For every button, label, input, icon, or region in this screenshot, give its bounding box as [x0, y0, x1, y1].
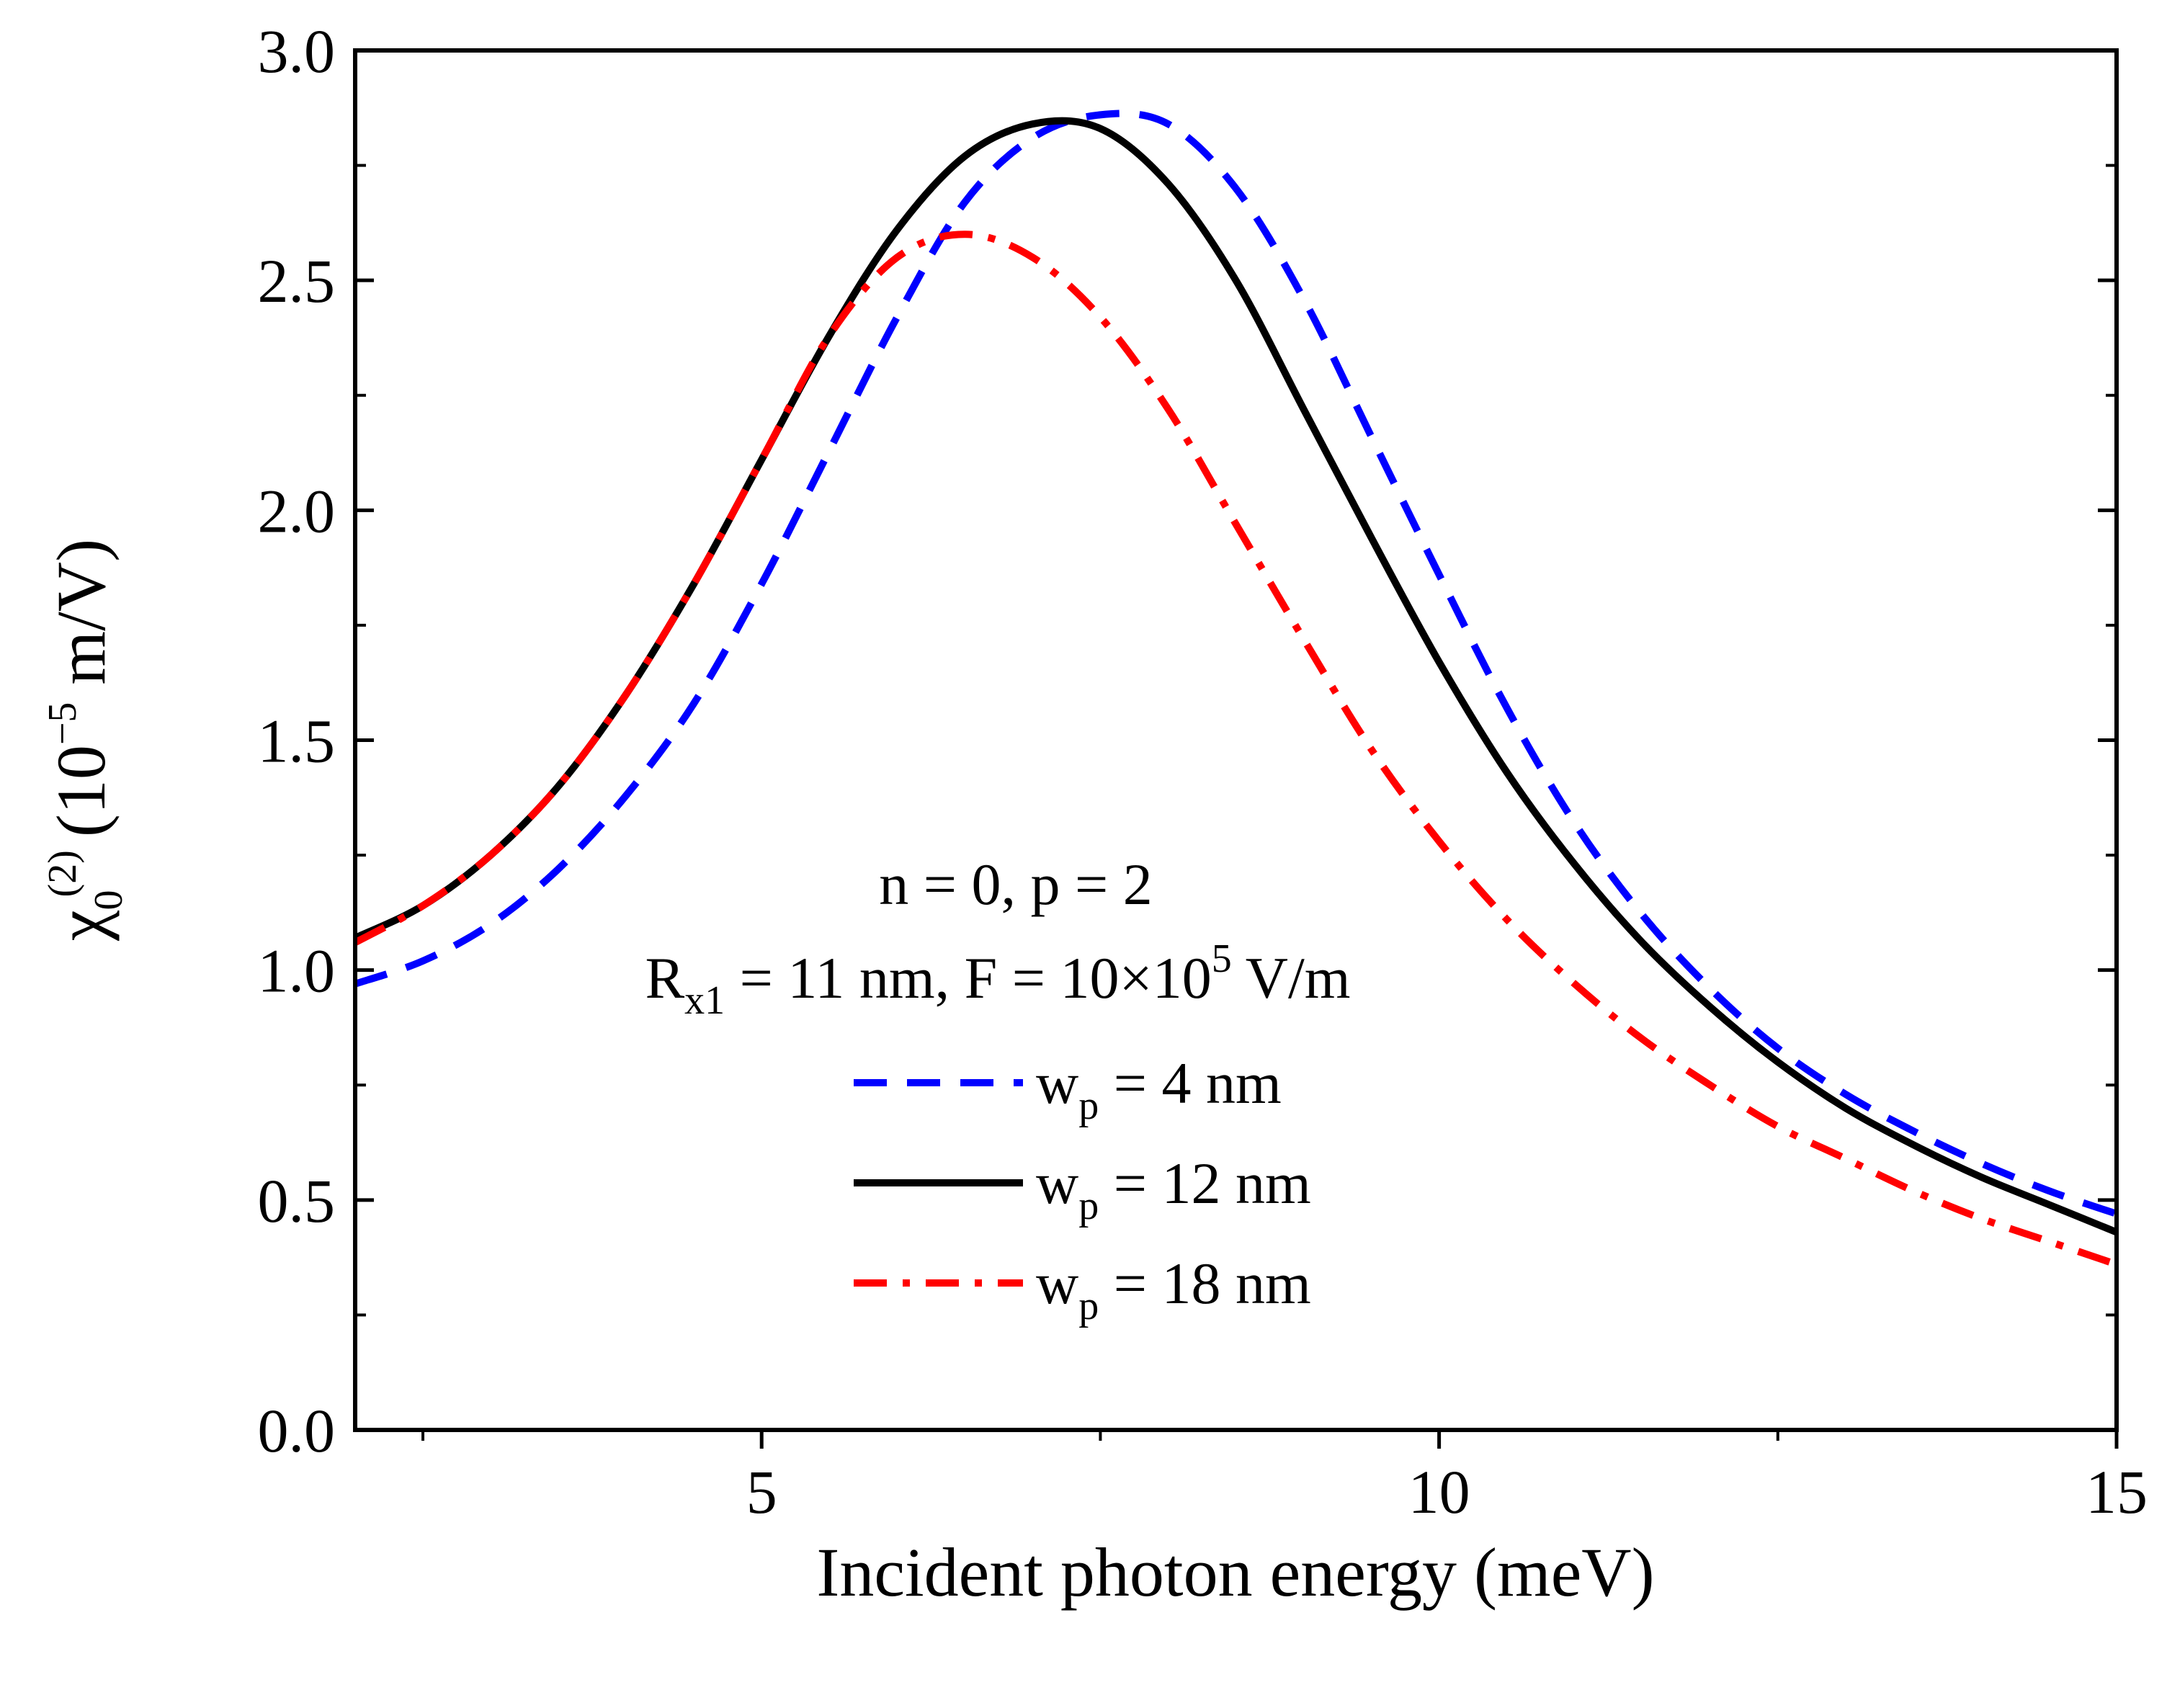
legend-label-2: wp = 12 nm: [1036, 1150, 1311, 1228]
legend: wp = 4 nm wp = 12 nm wp = 18 nm: [854, 1050, 1311, 1328]
legend-label-1: wp = 4 nm: [1036, 1050, 1282, 1128]
legend-label-3: wp = 18 nm: [1036, 1251, 1311, 1328]
y-tick-label: 1.0: [258, 936, 336, 1006]
series-line-3: [355, 231, 2117, 1268]
x-tick-label: 5: [746, 1457, 777, 1526]
y-axis-title: χ0(2)(10−5 m/V): [40, 539, 131, 942]
series-line-1: [355, 109, 2117, 1217]
annotation-line2: Rx1 = 11 nm, F = 10×105 V/m: [645, 936, 1350, 1023]
y-tick-label: 2.5: [258, 246, 336, 316]
plot-frame: [353, 48, 2119, 1432]
y-tick-label: 3.0: [258, 17, 336, 86]
x-axis-title: Incident photon energy (meV): [816, 1534, 1654, 1611]
y-tick-label: 0.0: [258, 1396, 336, 1465]
tick-layer: 0.0 0.5 1.0 1.5 2.0 2.5 3.0 5 10 15: [258, 17, 2148, 1526]
y-tick-label: 1.5: [258, 707, 336, 776]
series-layer: [355, 109, 2117, 1268]
x-tick-label: 15: [2086, 1457, 2148, 1526]
y-tick-label: 0.5: [258, 1166, 336, 1235]
x-tick-label: 10: [1408, 1457, 1470, 1526]
y-tick-label: 2.0: [258, 476, 336, 545]
annotation-line1: n = 0, p = 2: [879, 851, 1153, 917]
